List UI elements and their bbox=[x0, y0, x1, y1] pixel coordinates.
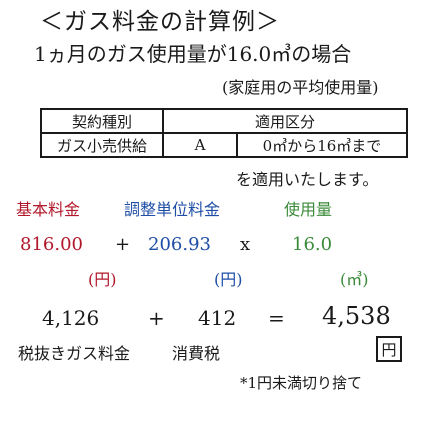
total-amount: 4,538 bbox=[322, 302, 391, 330]
calc-plus-sign: + bbox=[148, 306, 165, 330]
value-basic-fee: 816.00 bbox=[20, 234, 83, 255]
page-title: ＜ガス料金の計算例＞ bbox=[40, 9, 280, 35]
unit-basic-fee: (円) bbox=[88, 270, 117, 289]
label-basic-fee: 基本料金 bbox=[16, 200, 81, 219]
plus-sign: + bbox=[115, 234, 131, 255]
label-pretax-fee: 税抜きガス料金 bbox=[18, 344, 131, 363]
equals-sign: = bbox=[268, 306, 285, 330]
usage-note: (家庭用の平均使用量) bbox=[222, 78, 379, 97]
apply-text: を適用いたします。 bbox=[236, 170, 379, 189]
value-pretax-fee: 4,126 bbox=[42, 306, 100, 330]
value-tax: 412 bbox=[198, 306, 237, 330]
header-contract-type: 契約種別 bbox=[40, 108, 164, 134]
value-usage: 16.0 bbox=[292, 234, 333, 255]
table-row: ガス小売供給 A 0㎥から16㎥まで bbox=[40, 132, 408, 158]
cell-range: 0㎥から16㎥まで bbox=[236, 132, 408, 158]
yen-unit-box: 円 bbox=[376, 336, 402, 362]
value-unit-price: 206.93 bbox=[148, 234, 211, 255]
label-tax: 消費税 bbox=[172, 344, 221, 363]
unit-usage: (㎥) bbox=[340, 270, 369, 289]
cell-category: A bbox=[162, 132, 238, 158]
multiply-sign: x bbox=[240, 234, 251, 255]
header-applied-category: 適用区分 bbox=[162, 108, 408, 134]
table-header-row: 契約種別 適用区分 bbox=[40, 108, 408, 134]
page-subtitle: 1ヵ月のガス使用量が16.0㎥の場合 bbox=[34, 42, 352, 66]
unit-unit-price: (円) bbox=[214, 270, 243, 289]
contract-table: 契約種別 適用区分 ガス小売供給 A 0㎥から16㎥まで bbox=[40, 108, 408, 158]
footnote: *1円未満切り捨て bbox=[240, 374, 363, 392]
cell-contract-name: ガス小売供給 bbox=[40, 132, 164, 158]
label-usage: 使用量 bbox=[284, 200, 333, 219]
label-unit-price: 調整単位料金 bbox=[124, 200, 221, 219]
